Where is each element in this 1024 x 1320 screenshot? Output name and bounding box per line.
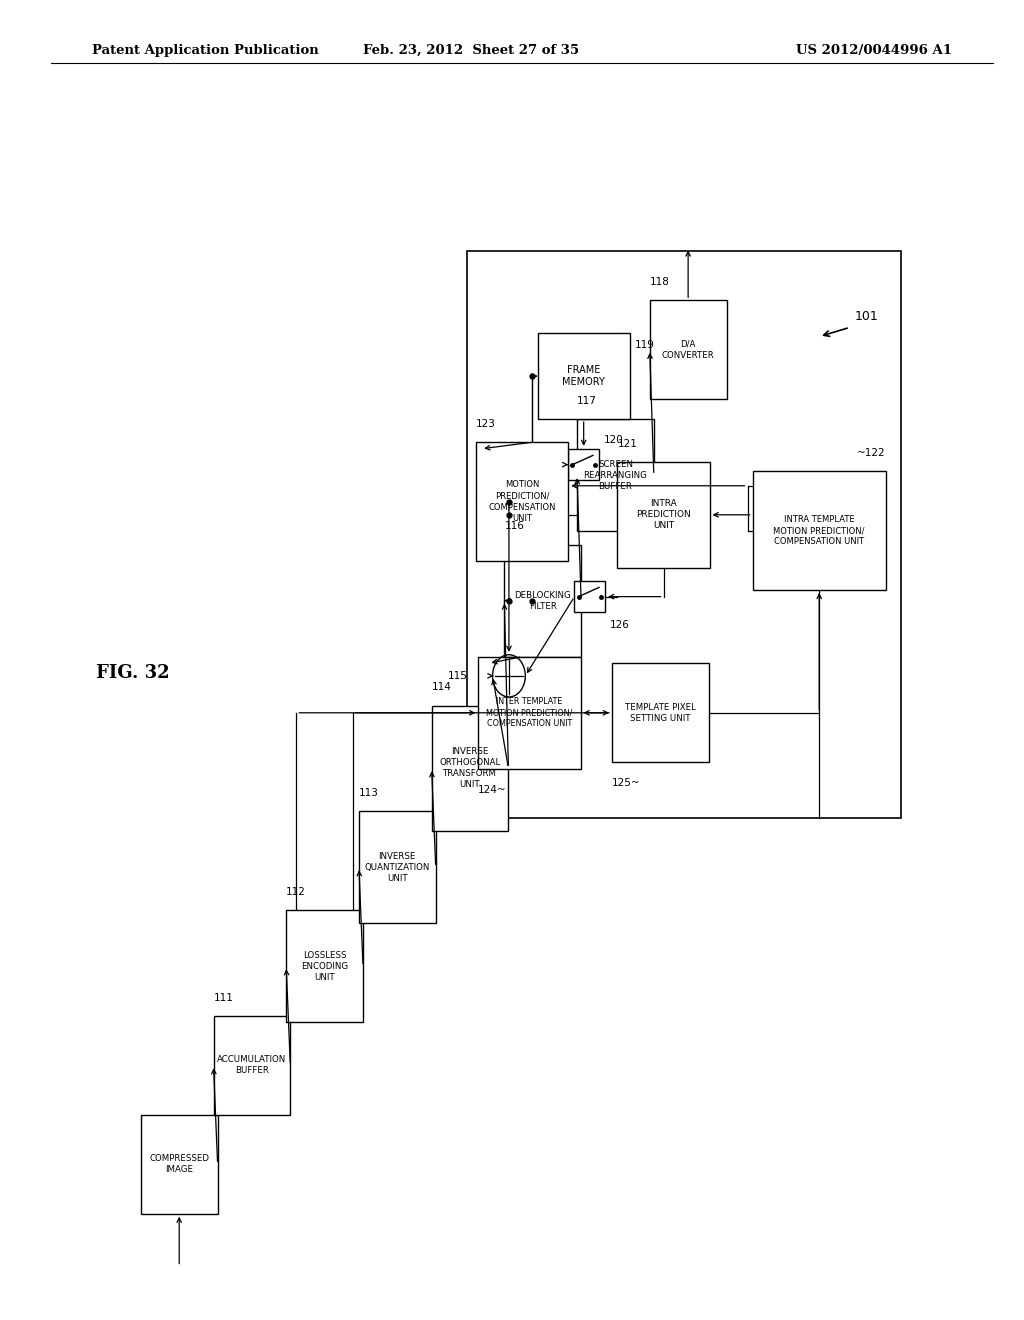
FancyBboxPatch shape <box>753 471 886 590</box>
FancyBboxPatch shape <box>432 705 509 832</box>
Text: Patent Application Publication: Patent Application Publication <box>92 44 318 57</box>
FancyBboxPatch shape <box>612 663 709 762</box>
Text: 125~: 125~ <box>612 777 640 788</box>
FancyBboxPatch shape <box>538 333 630 420</box>
FancyBboxPatch shape <box>617 462 710 568</box>
Text: LOSSLESS
ENCODING
UNIT: LOSSLESS ENCODING UNIT <box>301 950 348 982</box>
FancyBboxPatch shape <box>568 449 599 480</box>
Text: 118: 118 <box>650 277 670 288</box>
Text: TEMPLATE PIXEL
SETTING UNIT: TEMPLATE PIXEL SETTING UNIT <box>625 702 696 723</box>
Bar <box>467 251 901 818</box>
Text: 111: 111 <box>213 993 233 1003</box>
Text: INVERSE
ORTHOGONAL
TRANSFORM
UNIT: INVERSE ORTHOGONAL TRANSFORM UNIT <box>439 747 501 789</box>
Text: INTER TEMPLATE
MOTION PREDICTION/
COMPENSATION UNIT: INTER TEMPLATE MOTION PREDICTION/ COMPEN… <box>486 697 572 729</box>
FancyBboxPatch shape <box>574 581 605 612</box>
Text: DEBLOCKING
FILTER: DEBLOCKING FILTER <box>514 590 571 611</box>
FancyBboxPatch shape <box>650 301 727 399</box>
FancyBboxPatch shape <box>578 420 653 531</box>
Text: 117: 117 <box>578 396 597 407</box>
Text: FRAME
MEMORY: FRAME MEMORY <box>562 366 605 387</box>
Text: ~122: ~122 <box>857 447 886 458</box>
Text: 115: 115 <box>449 671 468 681</box>
Text: MOTION
PREDICTION/
COMPENSATION
UNIT: MOTION PREDICTION/ COMPENSATION UNIT <box>488 480 556 523</box>
Text: INTRA
PREDICTION
UNIT: INTRA PREDICTION UNIT <box>636 499 691 531</box>
Text: 116: 116 <box>505 521 524 531</box>
FancyBboxPatch shape <box>359 810 436 924</box>
Text: 126: 126 <box>610 620 630 631</box>
Text: 112: 112 <box>287 887 306 898</box>
Text: 121: 121 <box>617 438 637 449</box>
Text: INVERSE
QUANTIZATION
UNIT: INVERSE QUANTIZATION UNIT <box>365 851 430 883</box>
Text: ACCUMULATION
BUFFER: ACCUMULATION BUFFER <box>217 1055 287 1076</box>
FancyBboxPatch shape <box>478 656 581 768</box>
Text: 114: 114 <box>432 682 452 692</box>
Text: D/A
CONVERTER: D/A CONVERTER <box>662 339 715 360</box>
Text: Feb. 23, 2012  Sheet 27 of 35: Feb. 23, 2012 Sheet 27 of 35 <box>362 44 580 57</box>
Text: FIG. 32: FIG. 32 <box>96 664 170 682</box>
FancyBboxPatch shape <box>140 1114 217 1214</box>
Text: 101: 101 <box>855 310 879 323</box>
FancyBboxPatch shape <box>476 442 568 561</box>
Text: 113: 113 <box>359 788 379 797</box>
Text: SCREEN
REARRANGING
BUFFER: SCREEN REARRANGING BUFFER <box>584 459 647 491</box>
Text: 124~: 124~ <box>478 784 507 795</box>
Text: US 2012/0044996 A1: US 2012/0044996 A1 <box>797 44 952 57</box>
Text: 120: 120 <box>604 434 624 445</box>
FancyBboxPatch shape <box>505 544 582 656</box>
FancyBboxPatch shape <box>287 911 364 1022</box>
Text: 119: 119 <box>635 341 654 350</box>
Text: INTRA TEMPLATE
MOTION PREDICTION/
COMPENSATION UNIT: INTRA TEMPLATE MOTION PREDICTION/ COMPEN… <box>773 515 865 546</box>
Text: 123: 123 <box>476 418 496 429</box>
FancyBboxPatch shape <box>213 1016 291 1114</box>
Text: COMPRESSED
IMAGE: COMPRESSED IMAGE <box>150 1154 209 1175</box>
